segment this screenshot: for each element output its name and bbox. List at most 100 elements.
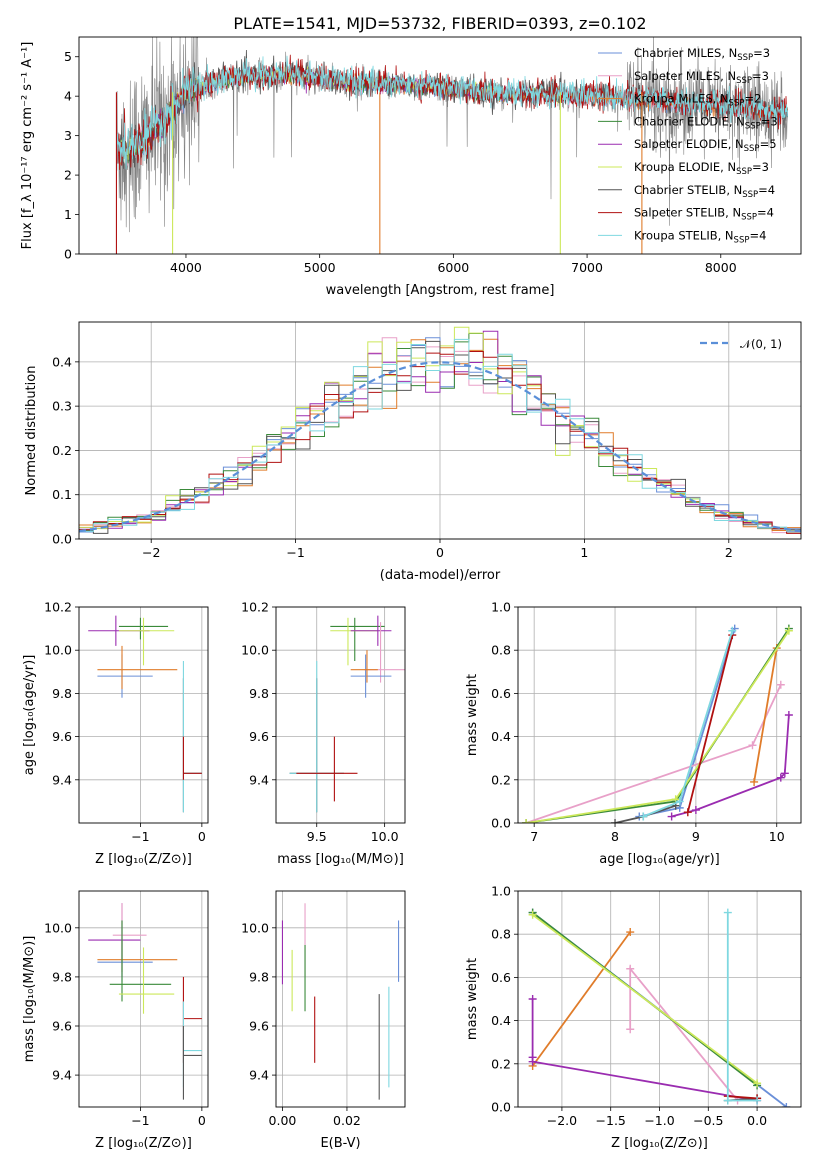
residual-histogram-kroupa-stelib bbox=[79, 338, 801, 532]
legend-label-text: Chabrier ELODIE, N bbox=[634, 114, 745, 128]
y-tick-label: 4 bbox=[64, 89, 72, 104]
plot-area bbox=[289, 615, 405, 813]
y-axis-label: Normed distribution bbox=[24, 366, 39, 496]
series-kroupa-elodie bbox=[532, 914, 758, 1084]
y-axis-label: mass [log₁₀(M/M⊙)] bbox=[22, 936, 37, 1063]
figure-title: PLATE=1541, MJD=53732, FIBERID=0393, z=0… bbox=[233, 14, 646, 33]
x-axis-label: mass [log₁₀(M/M⊙)] bbox=[277, 852, 404, 867]
marker-salpeter-elodie bbox=[528, 1057, 537, 1066]
observed-spectrum bbox=[116, 37, 788, 233]
legend-label-text: Salpeter MILES, N bbox=[634, 69, 736, 83]
x-tick-label: 6000 bbox=[437, 260, 469, 275]
plot-area bbox=[79, 326, 801, 536]
marker-salpeter-elodie bbox=[667, 812, 676, 821]
y-tick-label: 9.6 bbox=[249, 1019, 269, 1034]
x-tick-label: −2.0 bbox=[547, 1113, 577, 1128]
x-tick-label: −1 bbox=[131, 829, 149, 844]
y-tick-label: 0.2 bbox=[52, 443, 72, 458]
series-chabrier-miles bbox=[639, 628, 736, 818]
legend-label-text: Chabrier MILES, N bbox=[634, 46, 737, 60]
legend-label-sub: SSP bbox=[744, 144, 760, 154]
legend-label-sub: SSP bbox=[734, 235, 750, 245]
x-tick-label: 7000 bbox=[571, 260, 603, 275]
legend-label-sub: SSP bbox=[742, 190, 758, 200]
marker-kroupa-elodie bbox=[528, 910, 537, 919]
marker-kroupa-elodie bbox=[784, 626, 793, 635]
y-tick-label: 0 bbox=[64, 247, 72, 262]
y-tick-label: 9.8 bbox=[249, 686, 269, 701]
legend-label-sub: SSP bbox=[736, 167, 752, 177]
y-tick-label: 0.6 bbox=[491, 970, 511, 985]
marker-kroupa-miles bbox=[750, 777, 759, 786]
series-kroupa-miles bbox=[753, 647, 778, 783]
x-tick-label: 0.00 bbox=[269, 1113, 297, 1128]
x-tick-label: 1 bbox=[580, 545, 588, 560]
legend-label-suffix: =3 bbox=[752, 69, 769, 83]
y-tick-label: 2 bbox=[64, 168, 72, 183]
legend-label-text: Kroupa ELODIE, N bbox=[634, 160, 736, 174]
y-axis-label: Flux [f_λ 10⁻¹⁷ erg cm⁻² s⁻¹ A⁻¹] bbox=[20, 42, 35, 250]
mass-weight-vs-metallicity-panel: −2.0 −1.5 −1.0 −0.5 0.0 0.0 0.2 0.4 0.6 0.8 1.0 Z [… bbox=[465, 884, 802, 1151]
legend-label: Salpeter ELODIE, NSSP=5 bbox=[634, 137, 777, 154]
y-tick-label: 0.8 bbox=[491, 643, 511, 658]
y-tick-label: 0.1 bbox=[52, 487, 72, 502]
y-tick-label: 9.8 bbox=[52, 969, 72, 984]
y-tick-label: 10.2 bbox=[44, 600, 72, 615]
marker-salpeter-elodie bbox=[691, 806, 700, 815]
marker-chabrier-miles bbox=[782, 1103, 791, 1107]
age-vs-mass-panel: 9.5 10.0 9.4 9.6 9.8 10.0 10.2 mass [log₁₀(M/M⊙… bbox=[241, 600, 406, 867]
plot-area bbox=[115, 37, 788, 254]
x-tick-label: 10 bbox=[769, 829, 785, 844]
x-tick-label: 5000 bbox=[304, 260, 336, 275]
legend-label-text: Chabrier STELIB, N bbox=[634, 183, 742, 197]
legend-label-sub: SSP bbox=[741, 213, 757, 223]
series-kroupa-miles bbox=[531, 931, 631, 1067]
series-chabrier-elodie bbox=[525, 628, 790, 823]
x-tick-label: 0.02 bbox=[333, 1113, 361, 1128]
mass-weight-vs-age-panel: 7 8 9 10 0.0 0.2 0.4 0.6 0.8 1.0 age [log₁₀(age/yr… bbox=[465, 600, 802, 867]
y-tick-label: 10.0 bbox=[44, 643, 72, 658]
marker-salpeter-miles bbox=[748, 741, 757, 750]
spectrum-panel: 4000 5000 6000 7000 8000 0 1 2 3 4 5 wavelength [An… bbox=[20, 36, 802, 298]
plot-area bbox=[522, 624, 793, 823]
marker-kroupa-stelib bbox=[723, 908, 732, 917]
marker-kroupa-stelib bbox=[675, 797, 684, 806]
legend-label-sub: SSP bbox=[737, 53, 753, 63]
marker-salpeter-elodie bbox=[784, 711, 793, 719]
legend-label-suffix: =3 bbox=[761, 114, 778, 128]
y-tick-label: 0.4 bbox=[491, 729, 511, 744]
y-axis-label: age [log₁₀(age/yr)] bbox=[22, 655, 37, 776]
legend-label: Salpeter STELIB, NSSP=4 bbox=[634, 206, 774, 223]
marker-kroupa-elodie bbox=[522, 819, 531, 823]
legend-label-sub: SSP bbox=[729, 99, 745, 109]
x-tick-label: −0.5 bbox=[693, 1113, 723, 1128]
y-tick-label: 9.4 bbox=[52, 772, 72, 787]
plot-area bbox=[528, 908, 791, 1107]
legend-label: Chabrier ELODIE, NSSP=3 bbox=[634, 114, 778, 131]
axes-frame bbox=[275, 606, 406, 824]
age-vs-metallicity-panel: −1 0 9.4 9.6 9.8 10.0 10.2 Z [log₁₀(Z/Z⊙)] age [… bbox=[22, 600, 209, 867]
x-tick-label: 2 bbox=[725, 545, 733, 560]
x-tick-label: 9.5 bbox=[307, 829, 327, 844]
marker-kroupa-stelib bbox=[753, 1096, 762, 1105]
plot-area bbox=[88, 615, 202, 813]
marker-salpeter-elodie bbox=[780, 769, 789, 778]
marker-kroupa-stelib bbox=[639, 812, 648, 821]
x-tick-label: −1.0 bbox=[644, 1113, 674, 1128]
marker-salpeter-elodie bbox=[528, 995, 537, 1003]
marker-salpeter-miles bbox=[776, 680, 785, 689]
mass-vs-metallicity-panel: −1 0 9.4 9.6 9.8 10.0 Z [log₁₀(Z/Z⊙)] mass [log… bbox=[22, 890, 209, 1151]
x-tick-label: 10.0 bbox=[371, 829, 399, 844]
marker-chabrier-stelib bbox=[611, 819, 620, 823]
x-tick-label: −2 bbox=[142, 545, 160, 560]
y-tick-label: 9.4 bbox=[52, 1068, 72, 1083]
y-tick-label: 9.6 bbox=[52, 729, 72, 744]
y-tick-label: 0.4 bbox=[52, 354, 72, 369]
y-tick-label: 0.8 bbox=[491, 927, 511, 942]
series-salpeter-elodie bbox=[671, 714, 790, 818]
x-axis-label: E(B-V) bbox=[320, 1136, 360, 1151]
axes-frame bbox=[78, 36, 802, 255]
series-salpeter-stelib bbox=[686, 634, 734, 813]
y-tick-label: 0.6 bbox=[491, 686, 511, 701]
